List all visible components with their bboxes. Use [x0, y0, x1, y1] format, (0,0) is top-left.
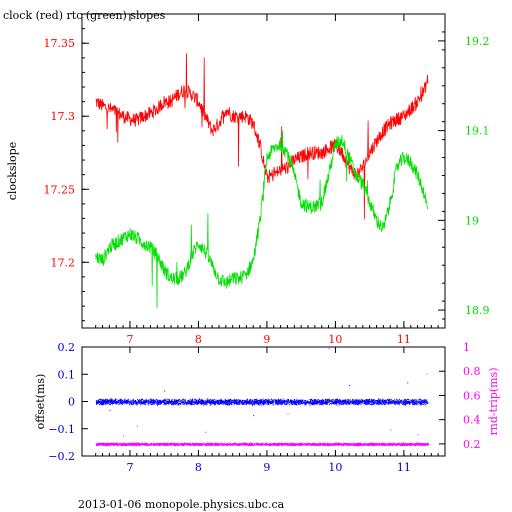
- x-tick-label-bottom-9: 9: [263, 461, 270, 474]
- x-tick-label-bottom-10: 10: [328, 461, 342, 474]
- y-tick-label-right-19.1: 19.1: [465, 125, 490, 138]
- y-tick-label-rndtrip-3: 0.8: [463, 365, 481, 378]
- y-axis-label-rndtrip: rnd-trip(ms): [487, 368, 500, 436]
- x-tick-label-top-7: 7: [126, 333, 133, 346]
- x-tick-label-top-10: 10: [328, 333, 342, 346]
- y-tick-label-left-17.35: 17.35: [44, 37, 76, 50]
- series-line-clock: [95, 53, 429, 220]
- y-tick-label-offset-2: 0: [68, 396, 75, 409]
- y-tick-label-offset-0: −0.2: [48, 450, 75, 463]
- y-tick-label-rndtrip-2: 0.6: [463, 389, 481, 402]
- y-tick-label-right-18.9: 18.9: [465, 304, 490, 317]
- footer-caption: 2013-01-06 monopole.physics.ubc.ca: [78, 498, 285, 511]
- y-tick-label-left-17.25: 17.25: [44, 183, 76, 196]
- y-tick-label-offset-1: −0.1: [48, 423, 75, 436]
- y-tick-label-offset-4: 0.2: [58, 341, 76, 354]
- y-tick-label-right-19.2: 19.2: [465, 35, 490, 48]
- x-tick-label-top-8: 8: [195, 333, 202, 346]
- series-line-rtc: [95, 130, 429, 309]
- x-tick-label-bottom-7: 7: [126, 461, 133, 474]
- y-tick-label-rndtrip-1: 0.4: [463, 414, 481, 427]
- y-tick-label-left-17.2: 17.2: [51, 256, 76, 269]
- y-axis-label-clockslope: clockslope: [6, 142, 19, 200]
- chart-title: clock (red) rtc (green) slopes: [3, 9, 166, 22]
- x-tick-label-bottom-11: 11: [397, 461, 411, 474]
- bottom-panel: [81, 346, 446, 457]
- y-tick-label-left-17.3: 17.3: [51, 110, 76, 123]
- y-tick-label-rndtrip-0: 0.2: [463, 438, 481, 451]
- top-plot-frame: [81, 13, 446, 329]
- y-tick-label-offset-3: 0.1: [58, 368, 76, 381]
- y-axis-label-offset: offset(ms): [34, 374, 47, 430]
- y-tick-label-right-19: 19: [465, 214, 479, 227]
- x-tick-label-bottom-8: 8: [195, 461, 202, 474]
- scatter-points-offset: [95, 382, 429, 417]
- scatter-points-rnd-trip: [95, 348, 429, 447]
- y-tick-label-rndtrip-4: 1: [463, 341, 470, 354]
- top-panel: [81, 13, 446, 329]
- x-tick-label-top-9: 9: [263, 333, 270, 346]
- x-tick-label-top-11: 11: [397, 333, 411, 346]
